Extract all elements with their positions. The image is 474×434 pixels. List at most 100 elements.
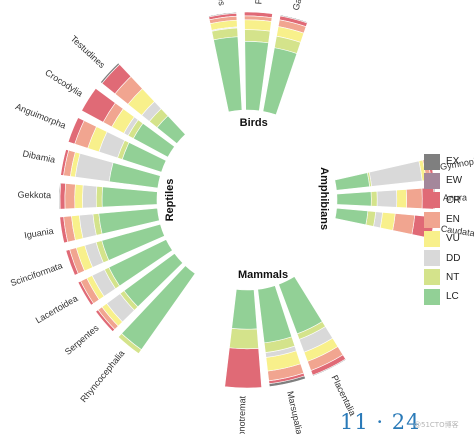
bar-caudata bbox=[334, 207, 435, 239]
bar-label: Lacertoidea bbox=[34, 293, 80, 325]
bar-placentalia bbox=[278, 276, 347, 377]
legend-label: VU bbox=[446, 233, 460, 245]
bar-label: Gekkota bbox=[17, 190, 51, 201]
bar-label: Rhyncocephalia bbox=[78, 348, 126, 404]
bar-label: Iguania bbox=[23, 226, 54, 241]
bar-crocodylia bbox=[81, 88, 175, 158]
segment-neoaves-lc bbox=[213, 36, 243, 113]
bar-label: Galloanserae bbox=[291, 0, 314, 11]
bar-marsupalia bbox=[257, 285, 306, 387]
bar-rhyncocephalia bbox=[117, 265, 196, 355]
segment-anura-en bbox=[405, 188, 423, 209]
segment-paleognathae-nt bbox=[244, 29, 271, 44]
legend-swatch bbox=[424, 211, 440, 228]
legend-swatch bbox=[424, 172, 440, 189]
bar-neoaves bbox=[208, 11, 243, 113]
bar-gekkota bbox=[58, 182, 158, 210]
bar-gymnophiona bbox=[334, 157, 435, 191]
segment-caudata-en bbox=[392, 213, 416, 235]
bar-lacertoidea bbox=[77, 239, 173, 306]
legend-item-dd: DD bbox=[424, 248, 474, 267]
bar-label: Paleognathae bbox=[253, 0, 266, 5]
segment-gymnophiona-lc bbox=[334, 172, 370, 191]
segment-gekkota-lc bbox=[101, 186, 158, 208]
bar-label: Anguimorpha bbox=[14, 101, 67, 130]
bar-serpentes bbox=[95, 252, 184, 332]
segment-serpentes-lc bbox=[123, 252, 184, 308]
segment-anura-vu bbox=[396, 189, 407, 209]
segment-paleognathae-lc bbox=[244, 41, 269, 112]
watermark: @51CTO博客 bbox=[414, 421, 459, 429]
legend-item-lc: LC bbox=[424, 287, 474, 306]
bar-galloanserae bbox=[262, 14, 308, 116]
bar-label: Crocodylia bbox=[43, 67, 84, 98]
segment-gymnophiona-dd bbox=[368, 160, 423, 187]
bar-scinciformata bbox=[65, 223, 165, 276]
group-birds: Neoaves Paleognathae Galloanserae Birds bbox=[208, 0, 314, 129]
segment-iguania-lc bbox=[98, 207, 160, 235]
bar-label: Dibamia bbox=[22, 148, 56, 164]
segment-gekkota-vu bbox=[74, 184, 84, 209]
segment-lacertoidea-lc bbox=[108, 239, 173, 287]
legend-swatch bbox=[424, 250, 440, 267]
segment-marsupalia-lc bbox=[257, 285, 293, 344]
bar-iguania bbox=[59, 207, 160, 244]
bar-label: Neoaves bbox=[212, 0, 227, 7]
segment-gekkota-dd bbox=[82, 184, 98, 209]
bar-label: Testudines bbox=[69, 33, 108, 70]
legend-label: EN bbox=[446, 214, 460, 226]
segment-galloanserae-lc bbox=[262, 47, 298, 116]
group-title-birds: Birds bbox=[240, 117, 268, 129]
segment-gekkota-nt bbox=[95, 186, 104, 208]
legend-swatch bbox=[424, 153, 440, 170]
legend-label: CR bbox=[446, 194, 461, 206]
legend-label: EW bbox=[446, 175, 463, 187]
segment-placentalia-lc bbox=[278, 276, 323, 335]
bar-paleognathae bbox=[244, 11, 273, 112]
segment-gekkota-en bbox=[64, 183, 76, 210]
legend-item-nt: NT bbox=[424, 268, 474, 287]
group-title-reptiles: Reptiles bbox=[164, 179, 176, 222]
segment-dibamia-lc bbox=[108, 162, 161, 189]
legend-item-cr: CR bbox=[424, 191, 474, 210]
segment-rhyncocephalia-lc bbox=[121, 265, 196, 351]
legend-item-ex: EX bbox=[424, 152, 474, 171]
chart-legend: EX EW CR EN VU DD NT LC bbox=[424, 152, 474, 306]
group-title-mammals: Mammals bbox=[238, 269, 288, 281]
legend-label: EX bbox=[446, 156, 460, 168]
legend-swatch bbox=[424, 269, 440, 286]
segment-testudines-lc bbox=[156, 115, 186, 145]
segment-dibamia-dd bbox=[74, 153, 114, 182]
legend-label: LC bbox=[446, 291, 459, 303]
segment-anguimorpha-lc bbox=[121, 142, 167, 173]
segment-monotremat-lc bbox=[231, 289, 258, 330]
legend-swatch bbox=[424, 230, 440, 247]
bar-label: Scinciformata bbox=[9, 260, 64, 288]
segment-caudata-lc bbox=[334, 207, 369, 226]
segment-monotremat-nt bbox=[229, 327, 259, 350]
segment-monotremat-cr bbox=[224, 347, 262, 389]
legend-swatch bbox=[424, 192, 440, 209]
bar-label: Anura bbox=[443, 192, 467, 202]
bar-label: Monotremat bbox=[236, 395, 247, 434]
legend-label: DD bbox=[446, 252, 461, 264]
segment-crocodylia-lc bbox=[132, 122, 175, 158]
legend-swatch bbox=[424, 288, 440, 305]
bar-dibamia bbox=[60, 149, 161, 189]
bar-label: Serpentes bbox=[63, 322, 101, 357]
segment-anura-nt bbox=[370, 191, 378, 207]
bar-label: Marsupalia bbox=[285, 390, 304, 434]
segment-anura-dd bbox=[376, 189, 398, 208]
legend-item-en: EN bbox=[424, 210, 474, 229]
legend-item-ew: EW bbox=[424, 171, 474, 190]
footer-time: 11 · 24 bbox=[340, 410, 421, 434]
bar-anura bbox=[336, 187, 436, 210]
bar-anguimorpha bbox=[67, 117, 167, 173]
segment-scinciformata-lc bbox=[101, 223, 165, 261]
legend-item-vu: VU bbox=[424, 229, 474, 248]
segment-anura-lc bbox=[336, 191, 372, 207]
